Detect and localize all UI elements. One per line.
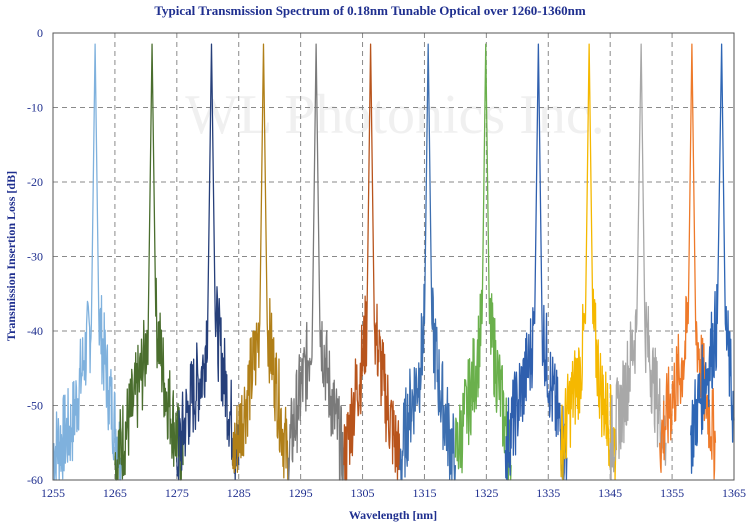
x-tick-label: 1325 <box>474 486 498 500</box>
x-tick-label: 1305 <box>351 486 375 500</box>
y-tick-label: -40 <box>27 324 43 338</box>
y-tick-label: -10 <box>27 101 43 115</box>
y-tick-label: -50 <box>27 399 43 413</box>
watermark: WL Photonics Inc. <box>185 84 604 146</box>
series-line-2 <box>114 43 184 481</box>
series-line-11 <box>609 43 667 481</box>
series-line-13 <box>690 43 735 474</box>
series-line-6 <box>343 43 401 481</box>
series-line-7 <box>399 43 457 481</box>
series-line-8 <box>454 43 512 481</box>
ticks: 1255 1265 1275 1285 1295 1305 1315 1325 1335 1345… <box>27 26 746 500</box>
series-line-10 <box>560 43 618 481</box>
x-axis-label: Wavelength [nm] <box>349 508 437 522</box>
series-line-12 <box>659 43 717 480</box>
x-tick-label: 1335 <box>536 486 560 500</box>
series-line-9 <box>504 43 568 481</box>
x-tick-label: 1295 <box>289 486 313 500</box>
series-group <box>52 43 735 481</box>
x-tick-label: 1345 <box>598 486 622 500</box>
x-tick-label: 1355 <box>660 486 684 500</box>
x-tick-label: 1255 <box>41 486 65 500</box>
plot-frame <box>52 32 735 481</box>
chart-title: Typical Transmission Spectrum of 0.18nm … <box>154 3 586 18</box>
x-tick-label: 1365 <box>722 486 746 500</box>
x-tick-label: 1275 <box>165 486 189 500</box>
y-tick-label: -20 <box>27 175 43 189</box>
series-line-1 <box>52 43 122 481</box>
x-tick-label: 1285 <box>227 486 251 500</box>
y-tick-label: -60 <box>27 473 43 487</box>
x-tick-label: 1315 <box>412 486 436 500</box>
series-line-3 <box>176 43 240 481</box>
grid <box>53 33 734 480</box>
x-tick-label: 1265 <box>103 486 127 500</box>
y-tick-label: 0 <box>37 26 43 40</box>
y-tick-label: -30 <box>27 250 43 264</box>
series-line-5 <box>287 43 345 481</box>
y-axis-label: Transmission Insertion Loss [dB] <box>4 171 18 341</box>
series-line-4 <box>231 43 289 481</box>
